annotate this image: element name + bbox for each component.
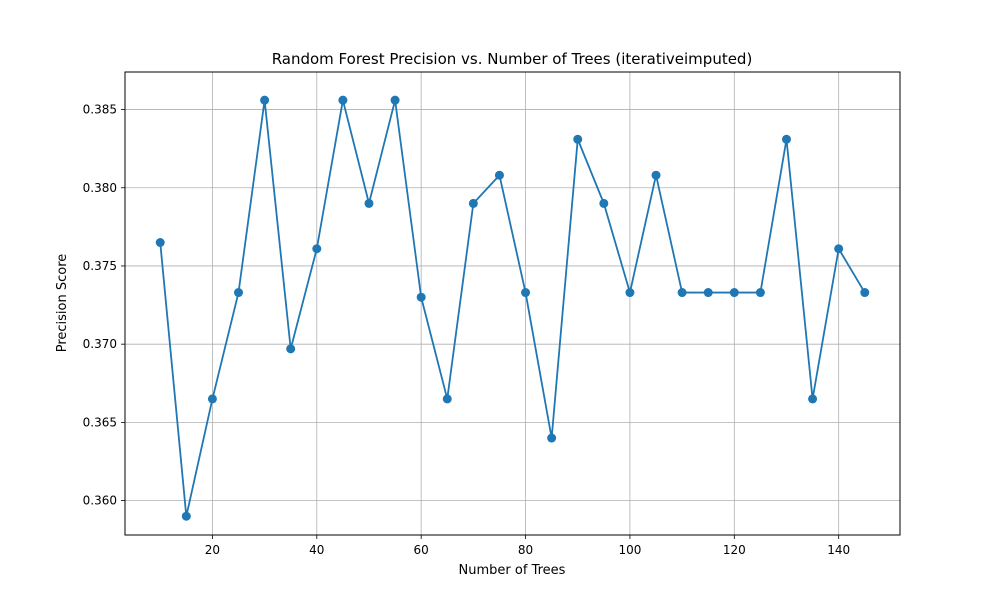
x-tick-label: 60 [414,543,429,557]
y-tick-label: 0.380 [83,181,117,195]
y-tick-label: 0.365 [83,415,117,429]
x-axis-ticks: 20 40 60 80 100 120 140 [205,535,850,557]
data-point [312,244,322,254]
data-series [155,95,870,521]
data-point [547,433,557,443]
y-tick-label: 0.375 [83,259,117,273]
data-point [207,394,217,404]
series-line [159,99,866,518]
data-point [729,288,739,298]
data-point [390,95,400,105]
data-point [286,344,296,354]
y-axis-label: Precision Score [55,254,70,353]
data-point [573,134,583,144]
data-point [808,394,818,404]
x-tick-label: 80 [518,543,533,557]
x-tick-label: 120 [723,543,746,557]
grid-lines [125,72,900,535]
y-tick-label: 0.360 [83,494,117,508]
data-point [860,288,870,298]
plot-frame [124,71,901,536]
data-point [260,95,270,105]
data-point [755,288,765,298]
x-tick-label: 20 [205,543,220,557]
data-point [781,134,791,144]
y-tick-label: 0.370 [83,337,117,351]
data-point [599,198,609,208]
x-tick-label: 40 [309,543,324,557]
data-point [703,288,713,298]
data-point [181,511,191,521]
plot-area [125,72,900,535]
data-point [468,198,478,208]
data-point [416,292,426,302]
y-tick-label: 0.385 [83,103,117,117]
data-point [834,244,844,254]
data-point [494,170,504,180]
data-point [338,95,348,105]
data-point [155,237,165,247]
data-point [234,288,244,298]
data-point [677,288,687,298]
x-tick-label: 100 [618,543,641,557]
data-point [521,288,531,298]
x-tick-label: 140 [827,543,850,557]
data-point [625,288,635,298]
y-axis-ticks: 0.360 0.365 0.370 0.375 0.380 0.385 [83,103,125,508]
data-point [651,170,661,180]
data-point [442,394,452,404]
data-point [364,198,374,208]
chart-title: Random Forest Precision vs. Number of Tr… [272,50,753,68]
x-axis-label: Number of Trees [459,563,566,578]
